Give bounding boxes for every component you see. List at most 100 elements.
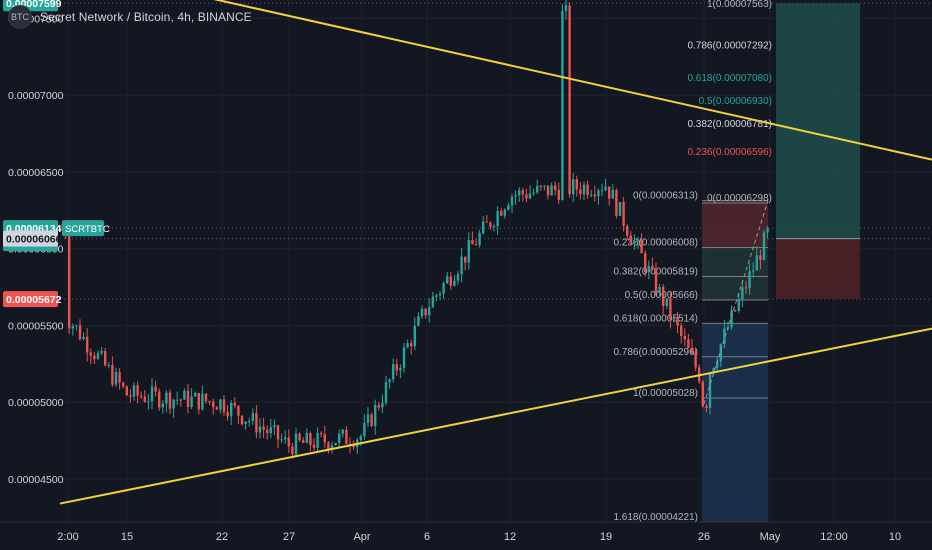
candle-body — [230, 403, 233, 417]
time-tick-label: Apr — [353, 531, 370, 543]
candle-body — [572, 179, 575, 195]
candle-body — [150, 386, 154, 402]
candle-body — [464, 256, 467, 263]
candle-body — [316, 432, 319, 448]
candle — [374, 399, 377, 435]
candle — [546, 185, 550, 200]
candle — [539, 184, 542, 191]
candle — [215, 405, 218, 410]
candle-body — [172, 399, 175, 409]
time-tick-label: 22 — [216, 531, 228, 543]
candle — [140, 391, 143, 400]
candle-body — [118, 372, 121, 383]
candle — [204, 393, 208, 404]
candle — [492, 223, 496, 232]
candle-body — [266, 429, 269, 434]
candle — [388, 378, 391, 389]
candle — [104, 348, 107, 367]
chart-header: BTC Secret Network / Bitcoin, 4h, BINANC… — [8, 5, 252, 29]
candle-body — [183, 390, 186, 400]
candle — [500, 207, 503, 217]
candle-body — [111, 365, 114, 385]
candle — [183, 388, 186, 400]
candle — [107, 361, 110, 369]
candle-body — [482, 221, 485, 234]
candle-body — [143, 396, 146, 402]
candle — [312, 438, 316, 451]
candle-body — [507, 205, 510, 210]
candle — [240, 415, 244, 426]
candle — [230, 399, 233, 425]
candle-body — [168, 392, 172, 409]
btc-symbol-icon[interactable]: BTC — [8, 5, 32, 29]
candle-body — [676, 317, 679, 326]
candle-body — [179, 399, 182, 401]
candle-body — [402, 347, 406, 368]
candle — [165, 390, 168, 413]
candle — [507, 202, 510, 211]
candle — [467, 232, 470, 270]
candle — [525, 188, 528, 203]
candle — [701, 380, 704, 408]
chart-title[interactable]: Secret Network / Bitcoin, 4h, BINANCE — [40, 10, 252, 24]
candle-body — [420, 308, 424, 317]
candle-body — [446, 276, 449, 284]
candle — [93, 351, 96, 364]
fib-right-label: 0.5(0.00006930) — [699, 96, 772, 107]
candle-body — [280, 439, 283, 441]
fib-left-label: 1(0.00005028) — [633, 388, 698, 399]
candle-body — [518, 190, 521, 196]
candle-body — [528, 193, 532, 199]
stop-price-label-text: 0.00005672 — [6, 294, 62, 306]
candle — [309, 431, 312, 451]
candle-body — [201, 393, 204, 410]
candle-body — [622, 202, 625, 226]
candle-body — [309, 433, 312, 445]
candles — [60, 0, 769, 459]
candle-body — [564, 5, 568, 12]
candle-body — [194, 392, 197, 397]
candle — [237, 405, 240, 424]
candle-body — [496, 211, 499, 227]
candle-body — [492, 226, 496, 228]
candle-body — [273, 425, 276, 428]
candle-body — [305, 433, 308, 443]
candle — [345, 426, 348, 445]
candle — [68, 226, 71, 334]
candle-body — [568, 5, 571, 195]
candle — [604, 178, 607, 192]
trendlines — [59, 0, 932, 505]
candle — [687, 333, 690, 349]
candle — [536, 179, 539, 195]
candle — [575, 175, 578, 197]
candle — [543, 184, 546, 191]
candle — [244, 421, 247, 430]
candle-body — [388, 379, 391, 383]
time-tick-label: 19 — [600, 531, 612, 543]
candle-body — [406, 343, 409, 348]
candle-body — [561, 11, 564, 200]
candle — [161, 399, 164, 414]
candle-body — [384, 382, 388, 403]
candle-body — [233, 403, 236, 406]
candle-body — [129, 395, 132, 397]
fib-right-label: 1(0.00007563) — [707, 0, 772, 10]
candle-body — [294, 433, 298, 455]
candle-body — [104, 351, 107, 366]
candle — [755, 246, 758, 271]
candle — [446, 271, 449, 285]
candle-body — [435, 295, 438, 297]
candle — [381, 394, 384, 414]
candle — [258, 418, 262, 439]
symbol-tag-text: SCRTBTC — [65, 224, 110, 235]
candle — [449, 271, 452, 290]
candle-body — [467, 239, 470, 263]
candle — [510, 193, 514, 213]
candle — [114, 367, 118, 387]
candle — [194, 391, 197, 397]
candle-body — [701, 381, 704, 407]
time-tick-label: May — [760, 531, 781, 543]
candle — [597, 188, 600, 205]
candle-body — [694, 353, 697, 368]
